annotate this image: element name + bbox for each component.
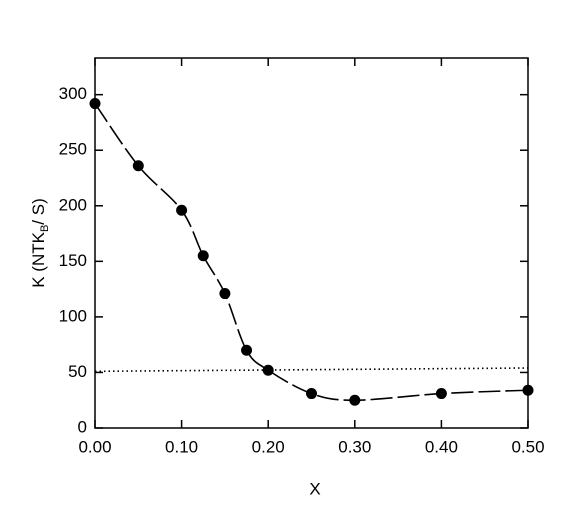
data-point [522,384,534,396]
y-axis-label: K (NTKB/ S) [29,198,50,288]
x-tick-label: 0.20 [252,437,285,456]
data-point [219,288,231,300]
series-line [94,367,529,373]
x-tick-label: 0.30 [338,437,371,456]
data-point [176,204,188,216]
x-tick-label: 0.50 [511,437,544,456]
y-tick-label: 300 [59,84,87,103]
data-point [262,364,274,376]
x-axis-label: X [309,479,320,498]
x-tick-label: 0.10 [165,437,198,456]
y-tick-label: 200 [59,195,87,214]
y-label-main: K (NTK [29,231,48,287]
plot-frame [94,57,529,429]
data-point [349,394,361,406]
data-point [241,344,253,356]
data-point [435,388,447,400]
y-label-sub: B [39,225,51,232]
data-point [197,250,209,262]
y-tick-label: 150 [59,251,87,270]
y-tick-label: 100 [59,306,87,325]
data-point [89,98,101,110]
data-point [306,388,317,400]
y-tick-label: 250 [59,140,87,159]
y-label-end: / S) [29,198,48,224]
y-tick-label: 0 [78,417,87,436]
data-point [132,160,144,172]
x-tick-label: 0.40 [425,437,458,456]
y-tick-label: 50 [68,362,87,381]
series-line [94,103,529,402]
x-tick-label: 0.00 [78,437,111,456]
